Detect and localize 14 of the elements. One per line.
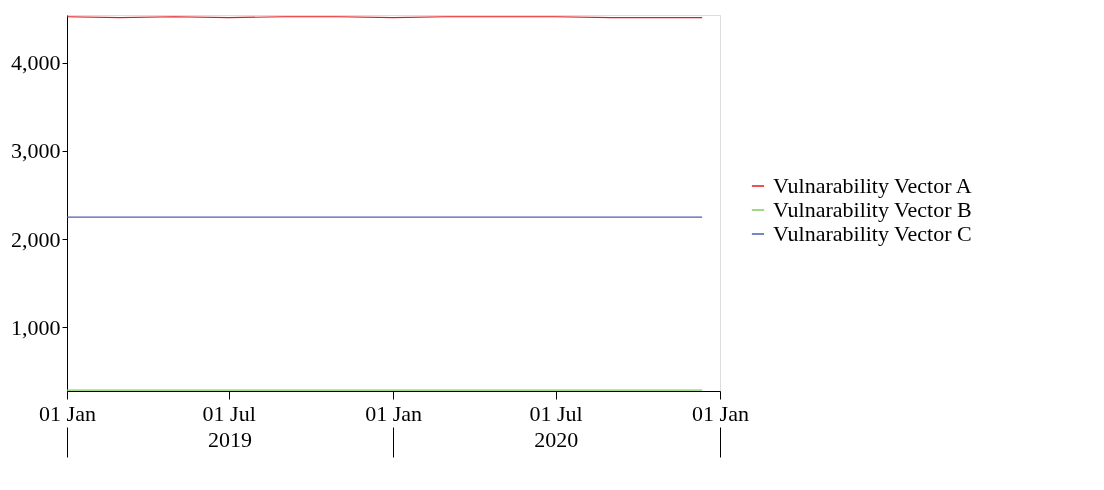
x2-tick-label: 2020 (534, 426, 579, 452)
x-tick-label: 01 Jan (39, 400, 96, 426)
y-tick-label: 1,000 (11, 314, 61, 340)
legend-label: Vulnarability Vector B (773, 197, 972, 222)
x-tick-label: 01 Jul (529, 400, 583, 426)
x2-tick-label: 2019 (208, 426, 253, 452)
legend-label: Vulnarability Vector A (773, 173, 972, 198)
legend-label: Vulnarability Vector C (773, 221, 972, 246)
x-tick-label: 01 Jan (365, 400, 422, 426)
y-tick-label: 3,000 (11, 138, 61, 164)
y-tick-label: 4,000 (11, 50, 61, 76)
y-tick-label: 2,000 (11, 226, 61, 252)
x-tick-label: 01 Jan (692, 400, 749, 426)
x-tick-label: 01 Jul (202, 400, 256, 426)
